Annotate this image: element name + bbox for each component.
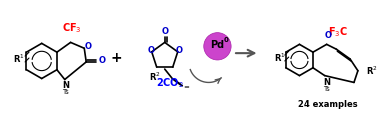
Text: +: + xyxy=(110,51,122,65)
Text: O: O xyxy=(85,42,91,51)
Text: CF$_3$: CF$_3$ xyxy=(62,21,81,35)
Text: N: N xyxy=(62,81,69,91)
Text: N: N xyxy=(323,78,330,86)
Text: O: O xyxy=(325,32,332,40)
Text: O: O xyxy=(161,27,168,36)
Text: O: O xyxy=(175,46,182,55)
Text: 0: 0 xyxy=(224,37,229,43)
Circle shape xyxy=(204,33,231,60)
Text: Pd: Pd xyxy=(211,40,225,50)
Text: Ts: Ts xyxy=(62,89,69,95)
Text: Ts: Ts xyxy=(323,86,330,92)
Text: F$_3$C: F$_3$C xyxy=(328,26,349,40)
Text: 2CO$_2$: 2CO$_2$ xyxy=(156,76,184,90)
Text: O: O xyxy=(99,56,106,65)
Text: =: = xyxy=(183,85,189,91)
Text: R$^2$: R$^2$ xyxy=(149,71,161,83)
Text: R$^2$: R$^2$ xyxy=(366,65,377,77)
Text: 24 examples: 24 examples xyxy=(298,100,358,109)
Text: O: O xyxy=(147,46,154,55)
Text: R$^1$: R$^1$ xyxy=(13,53,25,65)
Text: R$^1$: R$^1$ xyxy=(274,52,286,64)
